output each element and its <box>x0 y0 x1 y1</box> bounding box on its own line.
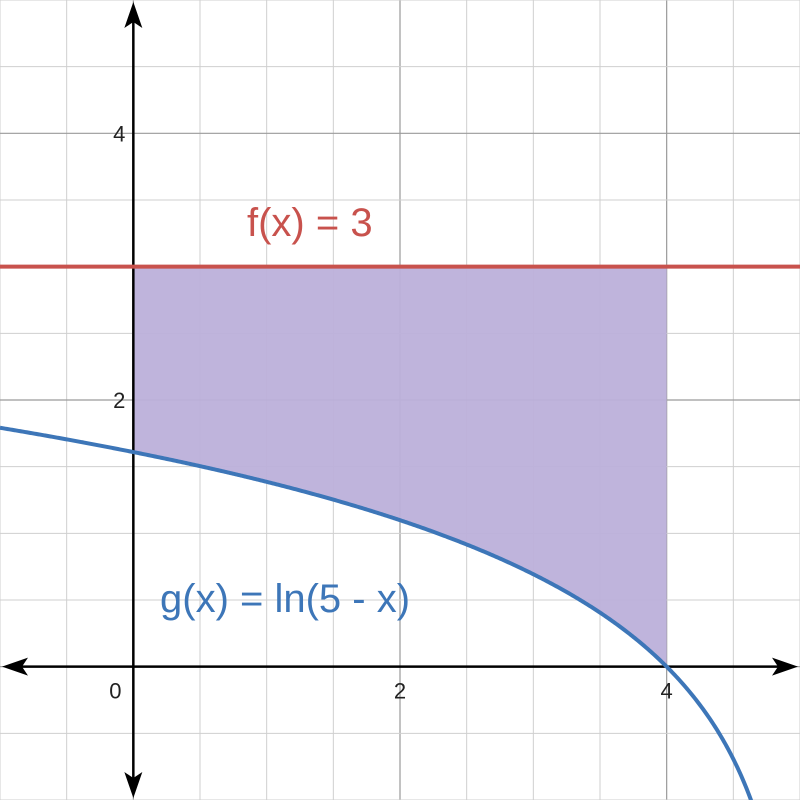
shaded-region <box>133 266 667 667</box>
x-tick-label: 2 <box>394 679 406 704</box>
x-axis-arrow-left <box>2 657 28 676</box>
x-tick-label: 4 <box>661 679 673 704</box>
y-axis-arrow-up <box>124 2 143 28</box>
f-function-label: f(x) = 3 <box>247 201 373 245</box>
g-function-label: g(x) = ln(5 - x) <box>160 577 410 621</box>
y-tick-label: 2 <box>113 388 125 413</box>
y-axis-arrow-down <box>124 772 143 798</box>
function-curves <box>0 264 800 800</box>
x-tick-label: 0 <box>109 679 121 704</box>
g-curve <box>0 425 754 800</box>
y-tick-label: 4 <box>113 121 125 146</box>
x-axis-arrow-right <box>772 657 798 676</box>
tick-labels: 0 2 4 2 4 <box>109 121 673 703</box>
